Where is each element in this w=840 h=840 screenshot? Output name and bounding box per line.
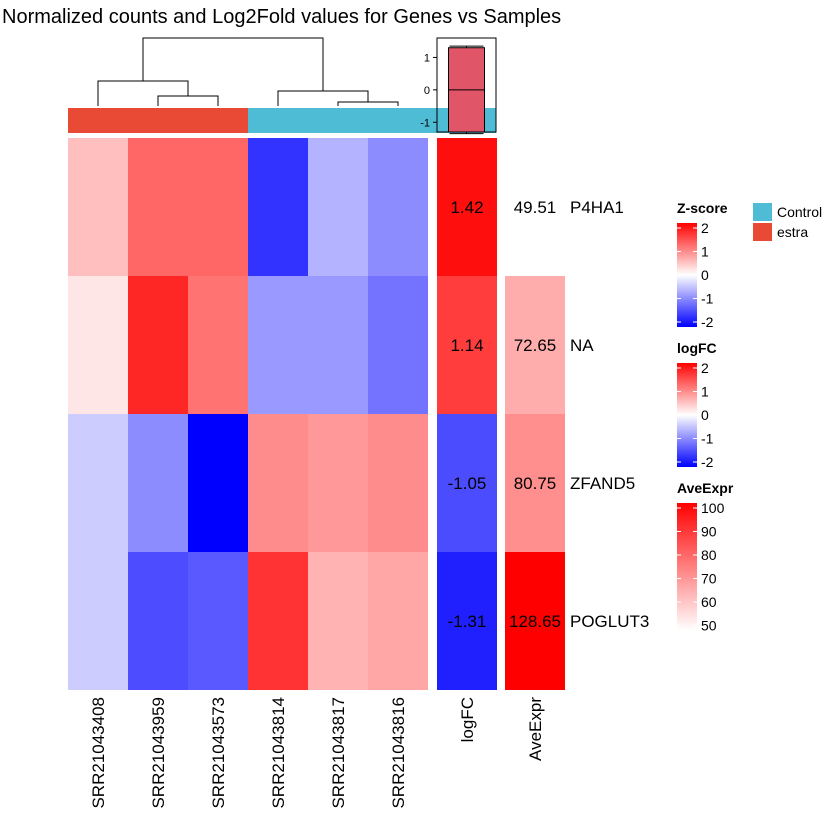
logfc-value-label: -1.05 — [448, 474, 487, 493]
heatmap-cell — [248, 414, 308, 552]
chart-title: Normalized counts and Log2Fold values fo… — [2, 6, 562, 28]
legend-title: logFC — [677, 340, 717, 356]
heatmap-cell — [248, 552, 308, 690]
aveexpr-value-label: 49.51 — [514, 198, 557, 217]
group-annotation-cell — [188, 108, 248, 133]
legend-tick-label: 90 — [701, 524, 717, 540]
legend-tick-label: 2 — [701, 220, 709, 236]
logfc-value-label: 1.42 — [450, 198, 483, 217]
aveexpr-cell — [505, 414, 565, 552]
aveexpr-cell — [505, 552, 565, 690]
heatmap-cell — [188, 276, 248, 414]
sample-label: SRR21043573 — [209, 697, 228, 809]
heatmap-cell — [368, 276, 428, 414]
heatmap-cell — [128, 276, 188, 414]
logfc-cell — [437, 138, 497, 276]
gene-label: NA — [570, 336, 594, 355]
group-annotation-cell — [308, 108, 368, 133]
legend-tick-label: 1 — [701, 384, 709, 400]
sample-label: SRR21043817 — [329, 697, 348, 809]
boxplot-tick-label: 1 — [424, 52, 430, 64]
legend-title: Z-score — [677, 200, 728, 216]
aveexpr-value-label: 80.75 — [514, 474, 557, 493]
group-legend-swatch — [753, 223, 772, 241]
sample-label: SRR21043816 — [389, 697, 408, 809]
logfc-cell — [437, 552, 497, 690]
legend-tick-label: -2 — [701, 454, 714, 470]
legend-tick-label: -1 — [701, 431, 714, 447]
legend-tick-label: 0 — [701, 267, 709, 283]
legend-color-bar — [677, 223, 697, 327]
aveexpr-value-label: 128.65 — [509, 612, 561, 631]
heatmap-cell — [188, 552, 248, 690]
dendrogram-branch — [157, 95, 219, 106]
heatmap-cell — [368, 138, 428, 276]
heatmap-cell — [68, 552, 128, 690]
legend-title: AveExpr — [677, 480, 734, 496]
sample-label: SRR21043408 — [89, 697, 108, 809]
group-legend-label: estra — [777, 224, 808, 240]
logfc-value-label: 1.14 — [450, 336, 483, 355]
group-annotation-cell — [128, 108, 188, 133]
boxplot-tick-label: -1 — [420, 117, 430, 129]
aveexpr-cell — [505, 276, 565, 414]
heatmap-cell — [308, 276, 368, 414]
annotation-column-label: logFC — [458, 697, 477, 742]
group-legend-swatch — [753, 203, 772, 221]
group-annotation-cell — [68, 108, 128, 133]
sample-label: SRR21043814 — [269, 697, 288, 809]
heatmap-cell — [368, 552, 428, 690]
aveexpr-value-label: 72.65 — [514, 336, 557, 355]
heatmap-cell — [308, 138, 368, 276]
heatmap-cell — [248, 138, 308, 276]
heatmap-cell — [188, 138, 248, 276]
legend-tick-label: 50 — [701, 618, 717, 634]
legend-tick-label: 1 — [701, 244, 709, 260]
dendrogram-branch — [142, 37, 324, 91]
logfc-cell — [437, 414, 497, 552]
annotation-column-label: AveExpr — [526, 697, 545, 761]
heatmap-cell — [68, 138, 128, 276]
logfc-cell — [437, 276, 497, 414]
legend-color-bar — [677, 363, 697, 467]
dendrogram-branch — [337, 101, 399, 106]
logfc-value-label: -1.31 — [448, 612, 487, 631]
heatmap-cell — [68, 276, 128, 414]
group-annotation-cell — [248, 108, 308, 133]
legend-tick-label: 0 — [701, 407, 709, 423]
heatmap-cell — [68, 414, 128, 552]
heatmap-cell — [128, 138, 188, 276]
dendrogram-branch — [277, 90, 369, 106]
legend-tick-label: 80 — [701, 547, 717, 563]
gene-label: ZFAND5 — [570, 474, 635, 493]
legend-color-bar — [677, 503, 697, 631]
heatmap-cell — [308, 414, 368, 552]
legend-tick-label: 100 — [701, 500, 725, 516]
legend-tick-label: 2 — [701, 360, 709, 376]
legend-tick-label: -2 — [701, 314, 714, 330]
heatmap-cell — [368, 414, 428, 552]
sample-label: SRR21043959 — [149, 697, 168, 809]
legend-tick-label: 70 — [701, 571, 717, 587]
group-legend-label: Control — [777, 204, 822, 220]
heatmap-cell — [128, 414, 188, 552]
gene-label: P4HA1 — [570, 198, 624, 217]
group-annotation-cell — [368, 108, 428, 133]
heatmap-cell — [308, 552, 368, 690]
heatmap-cell — [248, 276, 308, 414]
dendrogram-branch — [97, 80, 189, 106]
heatmap-cell — [128, 552, 188, 690]
gene-label: POGLUT3 — [570, 612, 649, 631]
legend-tick-label: -1 — [701, 291, 714, 307]
legend-tick-label: 60 — [701, 594, 717, 610]
heatmap-cell — [188, 414, 248, 552]
boxplot-tick-label: 0 — [424, 85, 430, 97]
